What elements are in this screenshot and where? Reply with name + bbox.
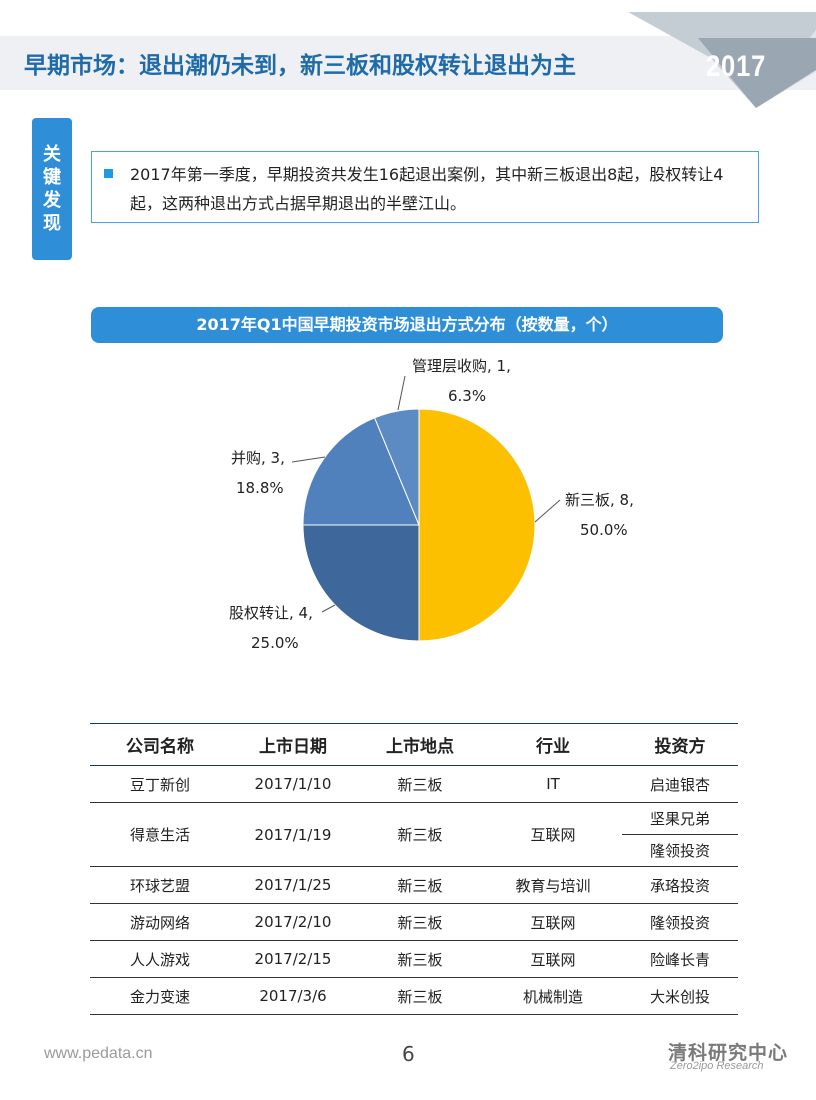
- table-row: 游动网络 2017/2/10 新三板 互联网 隆领投资: [90, 903, 738, 941]
- cell-company: 豆丁新创: [90, 765, 230, 803]
- slice-label-1: 股权转让, 4,: [229, 604, 313, 622]
- table-row: 豆丁新创 2017/1/10 新三板 IT 启迪银杏: [90, 765, 738, 803]
- table-row: 隆领投资: [90, 834, 738, 867]
- cell-industry: 教育与培训: [484, 866, 622, 904]
- cell-company: 得意生活: [90, 802, 230, 867]
- header-date: 上市日期: [230, 723, 356, 766]
- cell-investor: 坚果兄弟: [622, 802, 738, 835]
- slice-percent-2: 18.8%: [236, 479, 284, 497]
- slice-percent-1: 25.0%: [251, 634, 299, 652]
- pie-slice-0: [418, 408, 536, 642]
- chart-title: 2017年Q1中国早期投资市场退出方式分布（按数量，个）: [91, 307, 723, 343]
- leader-line-1: [321, 604, 336, 613]
- header-place: 上市地点: [356, 723, 484, 766]
- page-title: 早期市场：退出潮仍未到，新三板和股权转让退出为主: [24, 53, 576, 79]
- cell-investor: 隆领投资: [622, 903, 738, 941]
- brand-logo-cn: 清科研究中心: [668, 1042, 789, 1064]
- cell-date: 2017/3/6: [230, 977, 356, 1015]
- corner-decoration: [628, 12, 816, 108]
- header-investors: 投资方: [622, 723, 738, 766]
- cell-industry: IT: [484, 765, 622, 803]
- key-findings-text: 2017年第一季度，早期投资共发生16起退出案例，其中新三板退出8起，股权转让4…: [130, 165, 724, 213]
- cell-date: 2017/2/10: [230, 903, 356, 941]
- pie-slice-3: [373, 408, 420, 526]
- header-band: [0, 36, 816, 90]
- cell-place: 新三板: [356, 802, 484, 867]
- leader-line-3: [397, 375, 406, 411]
- table-row: 金力变速 2017/3/6 新三板 机械制造 大米创投: [90, 977, 738, 1015]
- table-row: 得意生活 2017/1/19 新三板 互联网 坚果兄弟: [90, 802, 738, 867]
- slice-label-0: 新三板, 8,: [565, 491, 634, 509]
- pie-slice-1: [302, 524, 420, 642]
- cell-industry: 互联网: [484, 802, 622, 867]
- cell-investor: 启迪银杏: [622, 765, 738, 803]
- cell-company: 人人游戏: [90, 940, 230, 978]
- table-header-row: 公司名称 上市日期 上市地点 行业 投资方: [90, 723, 738, 766]
- cell-date: 2017/1/10: [230, 765, 356, 803]
- leader-line-2: [291, 456, 326, 463]
- brand-logo-en: Zero2ipo Research: [670, 1060, 764, 1072]
- leader-line-0: [534, 499, 561, 523]
- cell-company: 环球艺盟: [90, 866, 230, 904]
- cell-investor: 险峰长青: [622, 940, 738, 978]
- cell-place: 新三板: [356, 940, 484, 978]
- cell-date: 2017/1/19: [230, 802, 356, 867]
- slice-percent-0: 50.0%: [580, 521, 628, 539]
- cell-company: 金力变速: [90, 977, 230, 1015]
- key-findings-box: 2017年第一季度，早期投资共发生16起退出案例，其中新三板退出8起，股权转让4…: [91, 151, 759, 223]
- slice-percent-3: 6.3%: [448, 387, 486, 405]
- slice-label-2: 并购, 3,: [231, 449, 285, 467]
- cell-investor: 承珞投资: [622, 866, 738, 904]
- slice-label-3: 管理层收购, 1,: [412, 357, 511, 375]
- table-row: 人人游戏 2017/2/15 新三板 互联网 险峰长青: [90, 940, 738, 978]
- listing-table: 公司名称 上市日期 上市地点 行业 投资方 豆丁新创 2017/1/10 新三板…: [90, 723, 738, 1015]
- cell-place: 新三板: [356, 765, 484, 803]
- footer-url: www.pedata.cn: [44, 1045, 153, 1062]
- page-number: 6: [402, 1042, 415, 1066]
- cell-investor: 隆领投资: [622, 834, 738, 867]
- header-company: 公司名称: [90, 723, 230, 766]
- cell-date: 2017/1/25: [230, 866, 356, 904]
- cell-industry: 机械制造: [484, 977, 622, 1015]
- cell-investor: 大米创投: [622, 977, 738, 1015]
- cell-date: 2017/2/15: [230, 940, 356, 978]
- table-row: 环球艺盟 2017/1/25 新三板 教育与培训 承珞投资: [90, 866, 738, 904]
- key-findings-tab: 关键发现: [32, 118, 72, 260]
- cell-place: 新三板: [356, 866, 484, 904]
- bullet-icon: [104, 169, 113, 178]
- cell-company: 游动网络: [90, 903, 230, 941]
- key-findings-label: 关键发现: [43, 144, 61, 234]
- cell-place: 新三板: [356, 903, 484, 941]
- cell-industry: 互联网: [484, 903, 622, 941]
- pie-slice-2: [302, 417, 420, 526]
- pie-chart: 新三板, 8, 50.0% 股权转让, 4, 25.0% 并购, 3, 18.8% 管理层收…: [229, 357, 634, 652]
- cell-industry: 互联网: [484, 940, 622, 978]
- cell-place: 新三板: [356, 977, 484, 1015]
- year-badge: 2017: [706, 50, 767, 83]
- header-industry: 行业: [484, 723, 622, 766]
